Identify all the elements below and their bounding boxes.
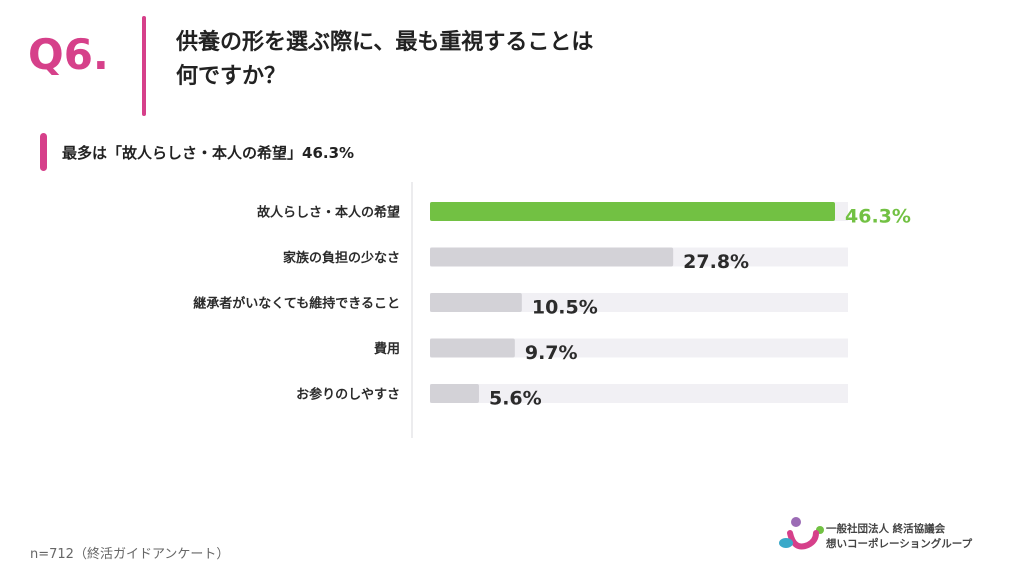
category-label: お参りのしやすさ xyxy=(296,387,400,403)
logo-mark-icon xyxy=(779,517,824,550)
title-divider xyxy=(142,16,146,116)
value-label: 9.7% xyxy=(525,342,578,364)
logo-blob-blue xyxy=(779,538,793,548)
bar-track xyxy=(430,293,848,312)
value-label: 46.3% xyxy=(845,206,911,228)
bar xyxy=(430,202,835,221)
category-label: 家族の負担の少なさ xyxy=(283,250,400,266)
category-label: 費用 xyxy=(374,341,400,357)
bar xyxy=(430,338,515,358)
bar xyxy=(430,384,479,403)
summary-accent-bar xyxy=(40,133,47,171)
footnote: n=712（終活ガイドアンケート） xyxy=(30,547,230,562)
logo-dot-purple xyxy=(791,517,801,527)
category-label: 故人らしさ・本人の希望 xyxy=(257,205,400,221)
value-label: 10.5% xyxy=(532,297,598,319)
summary-text: 最多は「故人らしさ・本人の希望」46.3% xyxy=(62,144,355,162)
logo-curve-pink xyxy=(787,530,819,550)
logo-line1: 一般社団法人 終活協議会 xyxy=(826,523,946,535)
value-label: 27.8% xyxy=(683,251,749,273)
bar-track xyxy=(430,384,848,403)
logo-line2: 想いコーポレーショングループ xyxy=(826,538,973,550)
category-label: 継承者がいなくても維持できること xyxy=(193,296,400,312)
logo: 一般社団法人 終活協議会 想いコーポレーショングループ xyxy=(776,515,986,555)
question-title: 供養の形を選ぶ際に、最も重視することは 何ですか？ xyxy=(176,26,696,94)
bar-track xyxy=(430,338,848,358)
value-label: 5.6% xyxy=(489,388,542,410)
bar xyxy=(430,293,522,312)
question-title-line1: 供養の形を選ぶ際に、最も重視することは xyxy=(176,30,594,55)
question-number: Q6. xyxy=(28,30,109,79)
bar xyxy=(430,247,674,267)
question-title-line2: 何ですか？ xyxy=(176,64,287,89)
